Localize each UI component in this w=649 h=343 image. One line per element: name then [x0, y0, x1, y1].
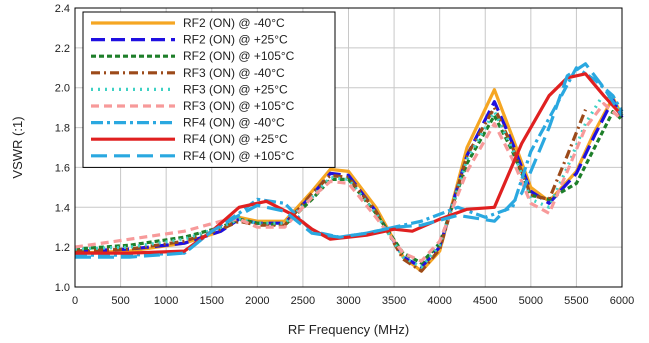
- y-tick-label: 1.8: [55, 123, 70, 135]
- legend-label-2: RF2 (ON) @ +105°C: [183, 49, 295, 63]
- y-tick-label: 1.4: [55, 202, 70, 214]
- legend-label-3: RF3 (ON) @ -40°C: [183, 66, 285, 80]
- plot-area-border: [74, 7, 623, 288]
- legend-label-8: RF4 (ON) @ +105°C: [183, 149, 295, 163]
- y-tick-label: 2.2: [55, 43, 70, 55]
- x-tick-label: 4000: [427, 295, 451, 307]
- x-tick-label: 2500: [291, 295, 315, 307]
- y-tick-label: 1.0: [55, 282, 70, 294]
- legend-label-0: RF2 (ON) @ -40°C: [183, 16, 285, 30]
- y-tick-label: 1.6: [55, 162, 70, 174]
- x-tick-label: 1500: [200, 295, 224, 307]
- legend-box: [82, 11, 336, 168]
- y-axis-label: VSWR (:1): [10, 116, 25, 178]
- x-tick-label: 0: [72, 295, 78, 307]
- series-lines: [74, 62, 624, 273]
- y-tick-label: 2.4: [55, 3, 70, 15]
- y-tick-label: 1.2: [55, 242, 70, 254]
- x-tick-label: 3000: [336, 295, 360, 307]
- legend-label-5: RF3 (ON) @ +105°C: [183, 99, 295, 113]
- x-tick-label: 500: [111, 295, 129, 307]
- series-line-8: [75, 62, 624, 259]
- x-axis-label: RF Frequency (MHz): [288, 322, 409, 337]
- series-line-4: [74, 92, 624, 269]
- tick-labels: 0 500 1000 1500 2000 2500 3000 3500 4000 4500 5000…: [55, 3, 635, 307]
- series-line-7: [75, 72, 624, 255]
- legend-label-7: RF4 (ON) @ +25°C: [183, 132, 288, 146]
- legend-label-4: RF3 (ON) @ +25°C: [183, 82, 288, 96]
- x-tick-label: 6000: [610, 295, 634, 307]
- series-line-3: [74, 106, 587, 273]
- legend-label-6: RF4 (ON) @ -40°C: [183, 116, 285, 130]
- x-tick-label: 5500: [564, 295, 588, 307]
- x-tick-label: 5000: [519, 295, 543, 307]
- legend: RF2 (ON) @ -40°C RF2 (ON) @ +25°C RF2 (ON)…: [82, 11, 336, 168]
- x-tick-label: 2000: [245, 295, 269, 307]
- legend-label-1: RF2 (ON) @ +25°C: [183, 33, 288, 47]
- x-tick-label: 1000: [154, 295, 178, 307]
- x-tick-label: 3500: [382, 295, 406, 307]
- x-tick-label: 4500: [473, 295, 497, 307]
- y-tick-label: 2.0: [55, 83, 70, 95]
